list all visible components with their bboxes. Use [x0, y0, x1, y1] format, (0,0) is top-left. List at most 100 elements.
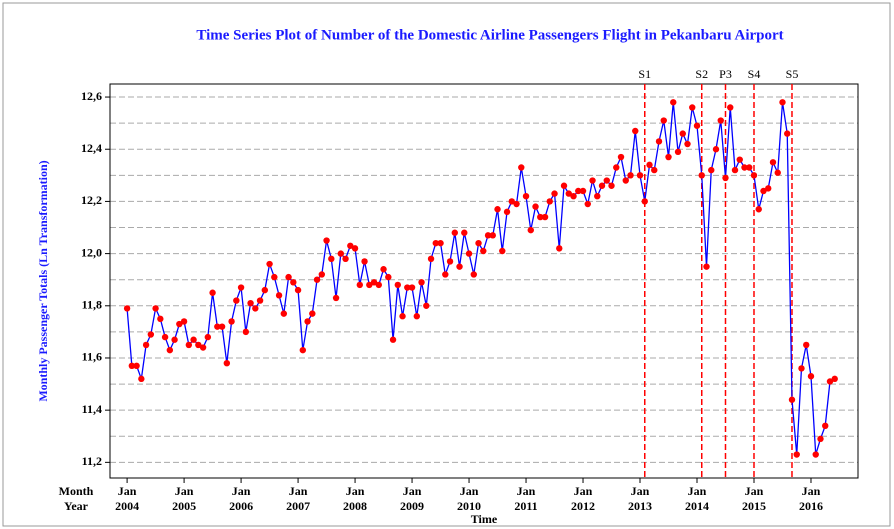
data-point	[304, 318, 311, 325]
x-tick-month: Jan	[289, 484, 308, 498]
data-point	[798, 365, 805, 372]
data-point	[546, 198, 553, 205]
data-point	[489, 232, 496, 239]
data-point	[660, 117, 667, 124]
data-point	[646, 161, 653, 169]
data-point	[826, 378, 834, 385]
data-point	[769, 159, 777, 166]
data-point	[641, 198, 648, 205]
data-point	[508, 198, 515, 205]
data-point	[589, 177, 596, 184]
x-tick-label: 2006	[229, 499, 253, 513]
data-point	[465, 250, 473, 257]
data-point	[180, 318, 188, 325]
data-point	[499, 247, 506, 255]
x-tick-month: Jan	[688, 484, 707, 498]
x-tick-label: 2012	[571, 499, 595, 513]
data-point	[513, 200, 520, 208]
data-point	[266, 260, 273, 268]
x-tick-month: Jan	[118, 484, 137, 498]
data-point	[541, 213, 549, 221]
data-point	[394, 281, 402, 289]
annotation: S4	[748, 67, 761, 81]
y-tick-label: 11,2	[82, 454, 102, 468]
data-point	[408, 284, 416, 291]
x-tick-month: Jan	[745, 484, 764, 498]
data-point	[560, 182, 568, 189]
data-point	[228, 318, 235, 325]
data-point	[527, 226, 534, 234]
data-point	[204, 333, 212, 341]
data-point	[423, 302, 430, 309]
y-tick-label: 12,0	[81, 245, 102, 259]
series-line	[126, 102, 836, 455]
data-point	[413, 313, 420, 320]
x-row-label: Year	[64, 499, 89, 513]
x-tick-month: Jan	[460, 484, 479, 498]
data-point	[280, 310, 288, 317]
data-point	[418, 279, 425, 286]
data-point	[342, 255, 349, 263]
x-tick-label: 2010	[457, 499, 481, 513]
data-point	[337, 250, 345, 257]
data-point	[242, 328, 250, 336]
x-axis-label: Time	[471, 512, 498, 526]
data-point	[803, 341, 810, 349]
data-point	[703, 263, 710, 270]
data-point	[237, 284, 245, 291]
data-point	[275, 292, 283, 299]
data-point	[427, 255, 435, 263]
data-point	[788, 396, 796, 403]
data-point	[166, 346, 174, 354]
data-point	[807, 373, 815, 380]
data-point	[774, 169, 781, 176]
data-point	[261, 286, 269, 294]
data-point	[617, 153, 625, 161]
x-tick-month: Jan	[802, 484, 821, 498]
x-tick-label: 2008	[343, 499, 367, 513]
data-point	[717, 117, 724, 124]
data-point	[598, 182, 606, 189]
data-point	[484, 232, 492, 239]
data-point	[750, 172, 758, 179]
data-point	[655, 138, 663, 145]
data-point	[323, 237, 330, 244]
annotation: S2	[695, 67, 708, 81]
data-point	[727, 104, 734, 111]
data-point	[708, 166, 715, 174]
data-point	[252, 305, 259, 312]
data-point	[313, 276, 321, 283]
data-point	[128, 362, 136, 370]
x-tick-month: Jan	[175, 484, 194, 498]
data-point	[532, 203, 539, 210]
data-point	[741, 164, 748, 171]
data-point	[679, 130, 686, 137]
data-point	[195, 341, 202, 349]
y-tick-label: 11,8	[82, 298, 102, 312]
x-row-label: Month	[59, 484, 94, 498]
data-point	[817, 435, 824, 443]
data-point	[437, 239, 444, 247]
data-point	[328, 255, 335, 263]
data-point	[575, 187, 582, 195]
data-point	[518, 164, 525, 171]
data-point	[722, 174, 729, 182]
data-point	[375, 281, 383, 289]
data-point	[461, 229, 468, 236]
x-tick-label: 2005	[172, 499, 196, 513]
data-point	[152, 305, 159, 312]
data-point	[784, 130, 791, 137]
data-point	[318, 271, 326, 278]
data-point	[256, 297, 264, 304]
data-point	[608, 182, 615, 189]
data-point	[271, 273, 278, 281]
x-tick-label: 2014	[685, 499, 709, 513]
data-point	[746, 164, 753, 171]
data-point	[385, 273, 392, 281]
data-point	[674, 148, 682, 156]
data-point	[247, 299, 254, 307]
x-tick-month: Jan	[517, 484, 536, 498]
data-point	[157, 315, 164, 323]
data-point	[161, 333, 169, 341]
